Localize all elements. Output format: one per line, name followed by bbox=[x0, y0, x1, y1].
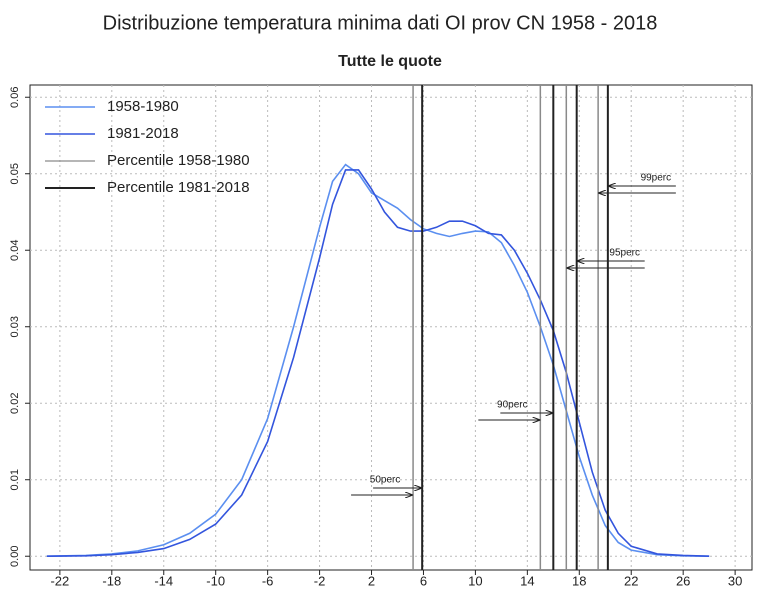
y-tick-label: 0.03 bbox=[9, 316, 21, 337]
x-tick-label: 22 bbox=[624, 573, 638, 588]
x-tick-label: -14 bbox=[154, 573, 173, 588]
annotation: 50perc bbox=[370, 475, 401, 486]
x-tick-label: 26 bbox=[676, 573, 690, 588]
y-tick-label: 0.06 bbox=[9, 87, 21, 108]
y-tick-label: 0.01 bbox=[9, 469, 21, 490]
density-line bbox=[46, 163, 710, 558]
legend-label: Percentile 1958-1980 bbox=[107, 152, 250, 169]
density-line bbox=[46, 169, 710, 558]
x-tick-label: 14 bbox=[520, 573, 534, 588]
x-tick-label: 10 bbox=[468, 573, 482, 588]
plot-frame bbox=[29, 84, 753, 571]
x-tick-label: 30 bbox=[728, 573, 742, 588]
annotation: 90perc bbox=[497, 400, 528, 411]
x-tick-label: 6 bbox=[420, 573, 427, 588]
y-tick-label: 0.02 bbox=[9, 393, 21, 414]
y-tick-label: 0.05 bbox=[9, 163, 21, 184]
y-tick-label: 0.00 bbox=[9, 546, 21, 567]
chart-subtitle: Tutte le quote bbox=[338, 53, 442, 70]
annotation: 99perc bbox=[641, 173, 672, 184]
annotation: 95perc bbox=[609, 248, 640, 259]
x-tick-label: -18 bbox=[102, 573, 121, 588]
x-tick-label: -6 bbox=[262, 573, 274, 588]
x-tick-label: -10 bbox=[206, 573, 225, 588]
legend-label: 1958-1980 bbox=[107, 98, 179, 115]
x-tick-label: 18 bbox=[572, 573, 586, 588]
legend-label: Percentile 1981-2018 bbox=[107, 179, 250, 196]
x-tick-label: -2 bbox=[314, 573, 326, 588]
legend-label: 1981-2018 bbox=[107, 125, 179, 142]
x-tick-label: 2 bbox=[368, 573, 375, 588]
x-tick-label: -22 bbox=[50, 573, 69, 588]
y-tick-label: 0.04 bbox=[9, 240, 21, 261]
chart-title: Distribuzione temperatura minima dati OI… bbox=[103, 12, 658, 34]
